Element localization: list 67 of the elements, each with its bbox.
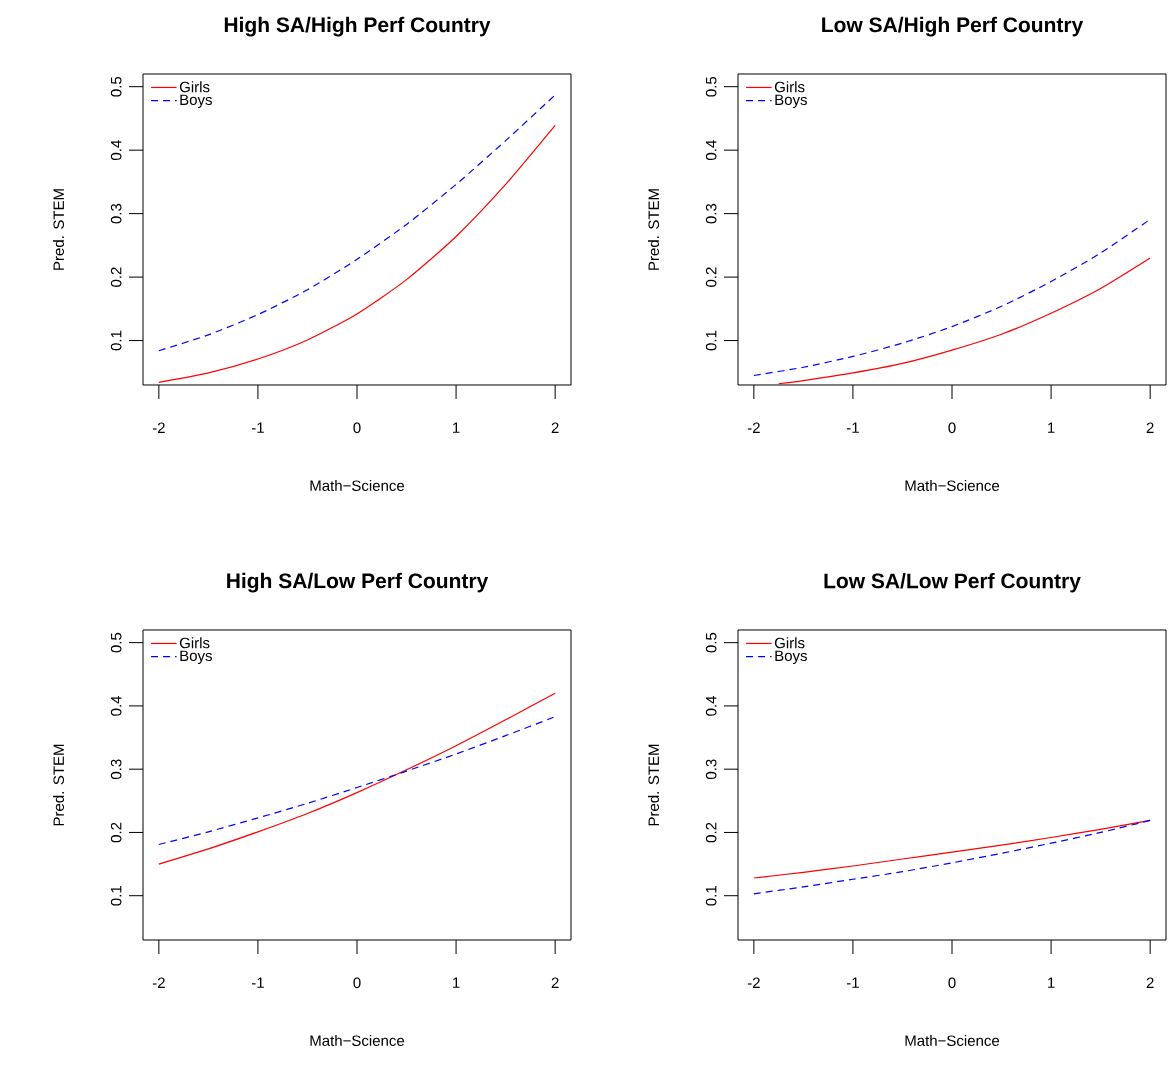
line-series <box>158 94 556 352</box>
x-tick-label: 2 <box>1146 422 1154 433</box>
y-tick-label: 0.1 <box>705 886 717 906</box>
x-tick-label: -2 <box>747 422 760 433</box>
line-series <box>158 124 556 384</box>
y-tick-label: 0.4 <box>110 140 122 160</box>
y-tick-label: 0.2 <box>705 267 717 287</box>
x-tick-label: -2 <box>152 422 165 433</box>
y-tick-label: 0.2 <box>110 267 122 287</box>
legend-label: Girls <box>179 81 210 93</box>
y-tick-label: 0.5 <box>705 76 717 97</box>
chart-title: High SA/High Perf Country <box>224 16 491 37</box>
legend-label: Girls <box>774 81 805 93</box>
y-axis-title: Pred. STEM <box>53 189 65 270</box>
y-tick-label: 0.4 <box>705 140 717 160</box>
y-tick-label: 0.5 <box>705 632 717 653</box>
x-tick-label: 1 <box>1048 977 1055 988</box>
x-tick-label: 2 <box>551 422 559 433</box>
x-tick-label: -2 <box>747 977 760 988</box>
x-tick-label: 1 <box>1048 422 1055 433</box>
y-tick-label: 0.1 <box>110 886 122 906</box>
y-tick-label: 0.2 <box>110 822 122 843</box>
y-tick-label: 0.3 <box>110 203 122 224</box>
y-tick-label: 0.3 <box>705 203 717 224</box>
chart-title: High SA/Low Perf Country <box>227 572 489 593</box>
y-tick-label: 0.5 <box>110 76 122 97</box>
x-tick-label: 0 <box>948 977 956 989</box>
x-tick-label: 2 <box>551 977 559 988</box>
y-axis-title: Pred. STEM <box>53 744 65 826</box>
line-series <box>158 692 556 865</box>
legend-label: Boys <box>775 650 807 665</box>
x-tick-label: -1 <box>251 422 264 433</box>
legend-label: Boys <box>180 650 212 665</box>
y-tick-label: 0.2 <box>705 822 717 843</box>
x-tick-label: 0 <box>948 422 956 434</box>
y-tick-label: 0.3 <box>110 759 122 780</box>
line-series <box>778 257 1151 385</box>
y-tick-label: 0.4 <box>110 695 122 716</box>
x-axis-title: Math−Science <box>310 1034 405 1046</box>
x-tick-label: -2 <box>152 977 165 988</box>
x-tick-label: 0 <box>353 422 361 434</box>
legend-label: Boys <box>180 94 212 109</box>
legend-label: Girls <box>179 637 210 649</box>
line-series <box>753 218 1151 377</box>
x-tick-label: -1 <box>846 422 859 433</box>
x-axis-title: Math−Science <box>905 1034 1000 1046</box>
x-tick-label: -1 <box>251 977 264 988</box>
y-tick-label: 0.1 <box>110 330 122 351</box>
y-axis-title: Pred. STEM <box>648 189 660 270</box>
y-tick-label: 0.1 <box>705 330 717 351</box>
chart-title: Low SA/Low Perf Country <box>824 572 1081 593</box>
y-tick-label: 0.3 <box>705 759 717 780</box>
legend-label: Girls <box>774 637 805 649</box>
x-tick-label: -1 <box>846 977 859 988</box>
y-axis-title: Pred. STEM <box>648 744 660 826</box>
x-axis-title: Math−Science <box>905 479 1000 491</box>
x-axis-title: Math−Science <box>310 479 405 491</box>
x-tick-label: 2 <box>1146 977 1154 988</box>
line-series <box>753 819 1151 895</box>
y-tick-label: 0.4 <box>705 695 717 716</box>
chart-title: Low SA/High Perf Country <box>822 16 1084 37</box>
legend-label: Boys <box>775 94 807 109</box>
x-tick-label: 1 <box>453 422 460 433</box>
x-tick-label: 0 <box>353 977 361 989</box>
x-tick-label: 1 <box>453 977 460 988</box>
line-series <box>158 716 556 846</box>
y-tick-label: 0.5 <box>110 632 122 653</box>
